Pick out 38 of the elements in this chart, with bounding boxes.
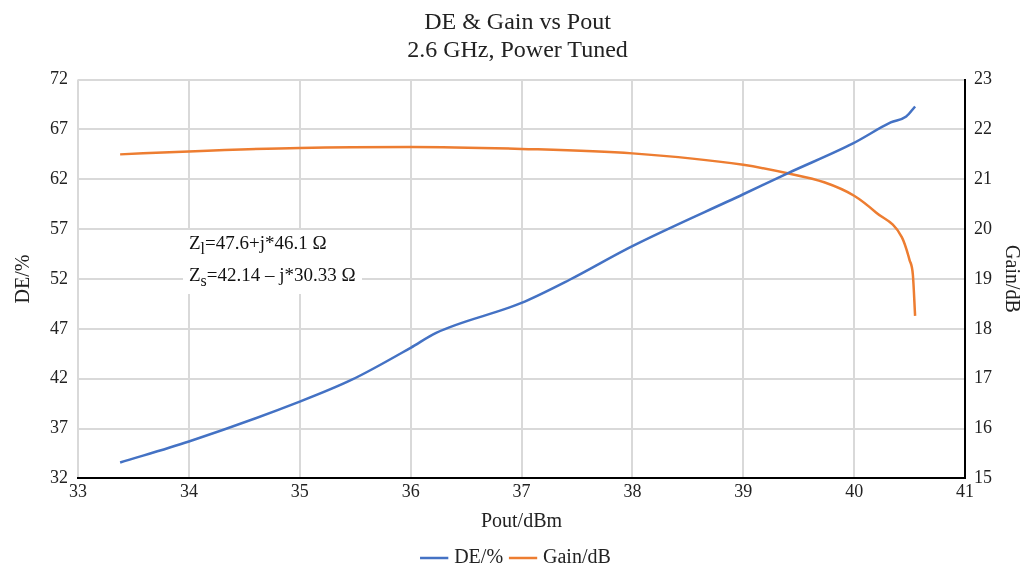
legend-label: Gain/dB bbox=[543, 545, 611, 568]
chart-subtitle: 2.6 GHz, Power Tuned bbox=[407, 36, 628, 63]
x-axis-title: Pout/dBm bbox=[480, 509, 563, 532]
x-tick-label: 40 bbox=[845, 480, 864, 501]
y-tick-label: 67 bbox=[50, 118, 68, 139]
y-tick-label: 32 bbox=[50, 467, 68, 488]
annotation: Z$_{s}$=42.14 – j*30.33 Ω bbox=[189, 262, 356, 291]
legend-label: DE/% bbox=[454, 545, 504, 568]
y2-tick-label: 21 bbox=[974, 168, 992, 189]
y2-tick-label: 15 bbox=[974, 467, 992, 488]
y2-tick-label: 23 bbox=[974, 68, 992, 89]
x-tick-label: 35 bbox=[290, 480, 309, 501]
y2-tick-label: 18 bbox=[974, 317, 992, 338]
y2-tick-label: 19 bbox=[974, 267, 992, 288]
y-tick-label: 52 bbox=[50, 267, 68, 288]
line-series bbox=[118, 145, 917, 318]
y-tick-label: 72 bbox=[50, 68, 68, 89]
y-tick-label: 57 bbox=[50, 217, 68, 238]
y2-tick-label: 17 bbox=[974, 367, 992, 388]
y2-axis-title: Gain/dB bbox=[1001, 245, 1024, 313]
x-tick-label: 41 bbox=[956, 480, 974, 501]
x-tick-label: 37 bbox=[512, 480, 531, 501]
x-tick-label: 33 bbox=[69, 480, 87, 501]
y2-tick-label: 20 bbox=[974, 217, 992, 238]
x-tick-label: 34 bbox=[179, 480, 198, 501]
y-tick-label: 37 bbox=[50, 417, 68, 438]
y-tick-label: 42 bbox=[50, 367, 68, 388]
y-axis-title: DE/% bbox=[11, 254, 34, 304]
chart-title: DE & Gain vs Pout bbox=[424, 7, 612, 34]
y-tick-label: 47 bbox=[50, 317, 68, 338]
x-tick-label: 36 bbox=[401, 480, 420, 501]
annotation: Z$_{l}$=47.6+j*46.1 Ω bbox=[189, 231, 328, 259]
x-tick-label: 38 bbox=[623, 480, 642, 501]
y-tick-label: 62 bbox=[50, 168, 68, 189]
x-tick-label: 39 bbox=[734, 480, 753, 501]
y2-tick-label: 22 bbox=[974, 118, 992, 139]
line-series bbox=[118, 105, 917, 464]
y2-tick-label: 16 bbox=[974, 417, 992, 438]
